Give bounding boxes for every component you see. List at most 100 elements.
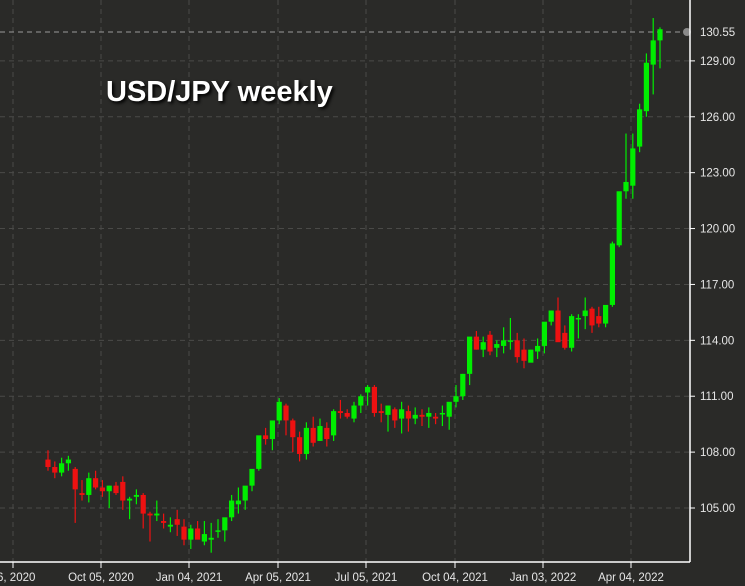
candle [45, 450, 51, 471]
candle [446, 401, 452, 430]
candle [229, 494, 235, 522]
candle [188, 524, 194, 549]
candle [337, 399, 343, 419]
candle [596, 306, 602, 328]
candle [630, 133, 636, 199]
candle [453, 385, 459, 408]
candle [317, 418, 323, 441]
chart-title: USD/JPY weekly [106, 76, 333, 108]
candle [147, 511, 153, 542]
candle [378, 403, 384, 423]
y-tick-label: 108.00 [700, 447, 735, 459]
candle [86, 472, 92, 503]
x-tick-label: Oct 04, 2021 [422, 572, 488, 584]
y-tick-label: 111.00 [700, 391, 733, 403]
candle [93, 470, 99, 490]
candle [65, 455, 71, 471]
candle [290, 418, 296, 453]
candle [283, 403, 289, 436]
candle [541, 321, 547, 354]
x-tick-label: Jan 03, 2022 [510, 572, 577, 584]
x-tick-label: Oct 05, 2020 [68, 572, 134, 584]
x-tick-label: Apr 04, 2022 [598, 572, 664, 584]
candle [589, 306, 595, 333]
candle [637, 103, 643, 153]
candle [514, 332, 520, 363]
candle [161, 513, 167, 529]
candle [460, 373, 466, 400]
candle [399, 401, 405, 434]
candle [195, 521, 201, 540]
candle [215, 519, 221, 538]
candle [643, 53, 649, 117]
candle [405, 405, 411, 432]
candle [140, 493, 146, 529]
candle [385, 405, 391, 432]
x-tick-label: Jul 05, 2021 [335, 572, 398, 584]
y-tick-label: 117.00 [700, 279, 734, 291]
candle [242, 485, 248, 510]
y-tick-label: 129.00 [700, 56, 735, 68]
candle [113, 481, 119, 495]
candle [344, 409, 350, 419]
candle [106, 485, 112, 508]
candle [575, 314, 581, 339]
candle [154, 500, 160, 522]
candle [521, 338, 527, 369]
candle [582, 297, 588, 330]
y-tick-label: 120.00 [700, 224, 735, 236]
candle [548, 310, 554, 326]
candle [623, 133, 629, 199]
candle [208, 522, 214, 553]
candle [528, 349, 534, 363]
candle [167, 517, 173, 533]
candle [52, 461, 58, 479]
candle [120, 476, 126, 510]
candle [174, 509, 180, 536]
candle [331, 409, 337, 441]
candle [433, 412, 439, 425]
candle [473, 331, 479, 350]
candle [507, 317, 513, 350]
candle [467, 336, 473, 386]
candle [650, 18, 656, 95]
y-tick-label: 105.00 [700, 503, 735, 515]
last-price-marker [683, 28, 691, 37]
y-tick-label: 114.00 [700, 335, 734, 347]
candle [201, 521, 207, 546]
candle [269, 420, 275, 451]
candle [569, 314, 575, 352]
candle [222, 517, 228, 542]
candle [249, 468, 255, 492]
candle [480, 336, 486, 358]
candle [263, 427, 269, 445]
candle [419, 409, 425, 427]
candle [439, 405, 445, 427]
candle [72, 467, 78, 523]
candle [487, 331, 493, 356]
candle [351, 401, 357, 423]
candle [358, 394, 364, 413]
x-tick-label: Jan 04, 2021 [156, 572, 223, 584]
candle [616, 191, 622, 248]
candle [79, 480, 85, 501]
candle [324, 422, 330, 447]
candle [535, 338, 541, 359]
candle [133, 489, 139, 505]
candle [127, 496, 133, 520]
candle [494, 340, 500, 358]
candle [297, 431, 303, 462]
candle [256, 435, 262, 471]
candle [310, 416, 316, 447]
candle [562, 325, 568, 350]
y-tick-label: 123.00 [700, 168, 735, 180]
last-price-label: 130.55 [700, 27, 735, 39]
candle [392, 407, 398, 428]
y-tick-label: 126.00 [700, 112, 735, 124]
candle [657, 27, 663, 69]
candle [371, 385, 377, 417]
candle [603, 304, 609, 328]
candle [181, 519, 187, 546]
